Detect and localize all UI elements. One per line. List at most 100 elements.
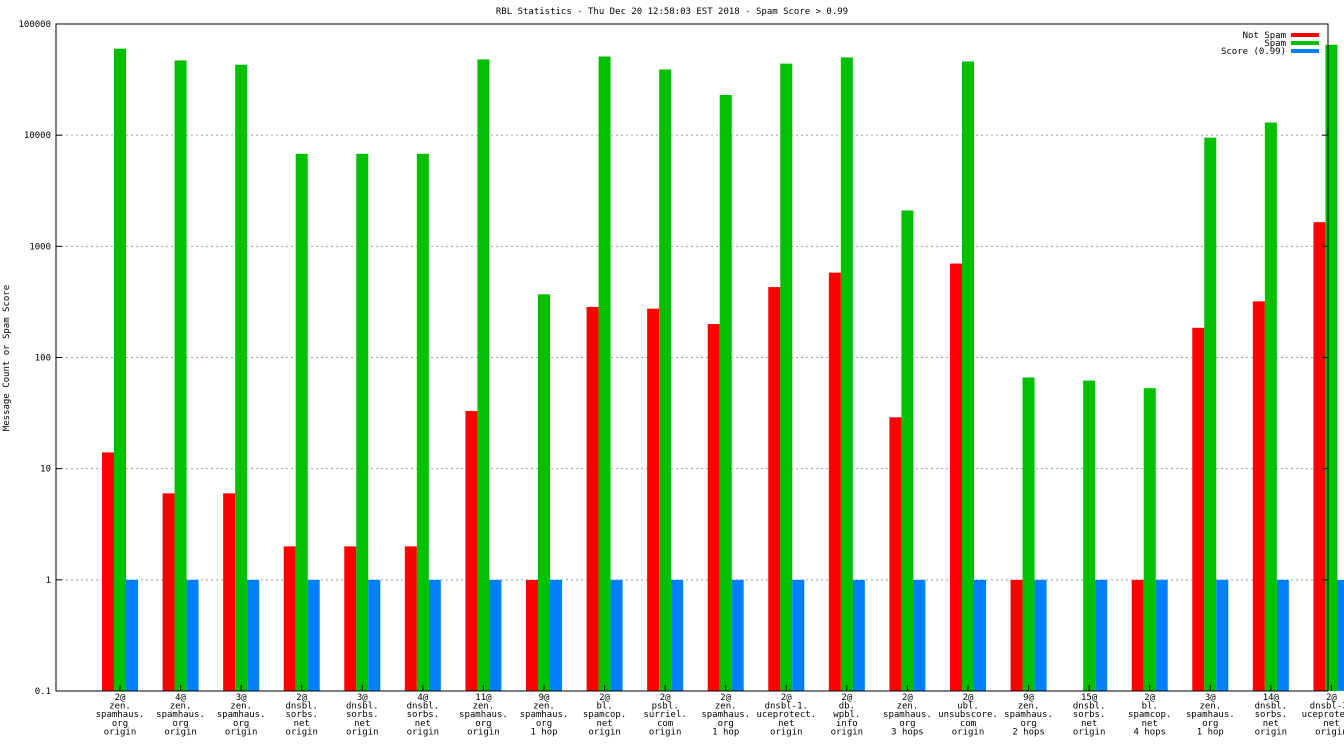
x-tick-label: 4@ zen. spamhaus. org origin bbox=[156, 693, 205, 737]
legend-swatch bbox=[1291, 33, 1319, 37]
bar-spam bbox=[416, 153, 429, 692]
bar-not-spam bbox=[1313, 222, 1326, 691]
bar-score-0-99 bbox=[913, 579, 926, 691]
bar-spam bbox=[174, 60, 187, 692]
x-tick-label: 2@ zen. spamhaus. org 1 hop bbox=[701, 693, 750, 737]
bar-not-spam bbox=[1010, 579, 1023, 691]
bar-not-spam bbox=[465, 411, 478, 691]
y-axis-label: Message Count or Spam Score bbox=[2, 285, 12, 431]
y-axis-ticks: 0.1 1 10 100 1000 10000 100000 bbox=[18, 20, 1332, 697]
bar-spam bbox=[1083, 380, 1096, 691]
bar-score-0-99 bbox=[489, 579, 502, 691]
bar-score-0-99 bbox=[126, 579, 138, 691]
bar-score-0-99 bbox=[247, 579, 260, 691]
bar-not-spam bbox=[1131, 579, 1144, 691]
bar-not-spam bbox=[647, 308, 660, 691]
y-tick-label: 1 bbox=[46, 576, 51, 586]
bar-spam bbox=[780, 63, 793, 692]
x-tick-label: 2@ dnsbl. sorbs. net origin bbox=[285, 693, 318, 737]
bar-spam bbox=[598, 56, 611, 692]
bar-spam bbox=[901, 210, 914, 691]
x-tick-label: 2@ zen. spamhaus. org 3 hops bbox=[883, 693, 932, 737]
bar-spam bbox=[719, 94, 732, 691]
x-tick-label: 3@ dnsbl. sorbs. net origin bbox=[346, 693, 379, 737]
y-tick-label: 1000 bbox=[29, 242, 51, 252]
legend-label: Score (0.99) bbox=[1221, 47, 1286, 57]
bar-score-0-99 bbox=[368, 579, 381, 691]
bar-not-spam bbox=[828, 272, 841, 691]
legend-label: Not Spam bbox=[1243, 31, 1286, 41]
x-tick-label: 2@ zen. spamhaus. org origin bbox=[96, 693, 145, 737]
bar-spam bbox=[477, 59, 490, 691]
bar-spam bbox=[1264, 122, 1277, 692]
x-tick-label: 9@ zen. spamhaus. org 2 hops bbox=[1004, 693, 1053, 737]
bar-not-spam bbox=[344, 546, 357, 691]
x-tick-label: 2@ db. wpbl. info origin bbox=[831, 693, 864, 737]
bar-not-spam bbox=[162, 493, 175, 691]
bar-score-0-99 bbox=[1337, 579, 1344, 691]
bar-not-spam bbox=[404, 546, 417, 691]
bar-score-0-99 bbox=[307, 579, 320, 691]
x-tick-label: 3@ zen. spamhaus. org origin bbox=[217, 693, 266, 737]
x-tick-label: 4@ dnsbl. sorbs. net origin bbox=[407, 693, 440, 737]
bar-spam bbox=[840, 57, 853, 692]
bar-spam bbox=[235, 64, 248, 691]
bar-spam bbox=[1143, 388, 1156, 691]
bar-spam bbox=[295, 153, 308, 692]
bar-score-0-99 bbox=[731, 579, 744, 691]
legend-label: Spam bbox=[1264, 39, 1286, 49]
bar-not-spam bbox=[950, 263, 962, 691]
bar-score-0-99 bbox=[428, 579, 441, 691]
bar-not-spam bbox=[283, 546, 296, 691]
x-tick-label: 2@ ubl. unsubscore. com origin bbox=[938, 693, 998, 737]
bar-spam bbox=[1204, 137, 1217, 691]
bar-score-0-99 bbox=[974, 579, 986, 691]
y-tick-label: 0.1 bbox=[35, 687, 51, 697]
bar-spam bbox=[114, 48, 126, 692]
bar-score-0-99 bbox=[1155, 579, 1168, 691]
y-tick-label: 100000 bbox=[18, 20, 51, 30]
bars bbox=[102, 44, 1344, 692]
bar-not-spam bbox=[768, 287, 781, 691]
bar-not-spam bbox=[223, 493, 236, 691]
bar-not-spam bbox=[889, 417, 902, 691]
bar-spam bbox=[962, 61, 974, 691]
bar-not-spam bbox=[586, 306, 599, 691]
bar-not-spam bbox=[526, 579, 538, 691]
chart-title: RBL Statistics - Thu Dec 20 12:58:03 EST… bbox=[496, 7, 848, 17]
bar-score-0-99 bbox=[792, 579, 805, 691]
x-tick-label: 3@ zen. spamhaus. org 1 hop bbox=[1186, 693, 1235, 737]
bar-score-0-99 bbox=[1034, 579, 1047, 691]
bar-not-spam bbox=[1252, 301, 1265, 691]
bar-score-0-99 bbox=[671, 579, 684, 691]
bar-score-0-99 bbox=[1216, 579, 1229, 691]
bar-spam bbox=[1022, 377, 1035, 691]
legend-swatch bbox=[1291, 41, 1319, 45]
bar-score-0-99 bbox=[1276, 579, 1289, 691]
x-tick-label: 2@ bl. spamcop. net origin bbox=[583, 693, 626, 737]
bar-spam bbox=[659, 69, 672, 692]
bar-not-spam bbox=[102, 452, 114, 691]
bar-spam bbox=[1325, 44, 1338, 692]
bar-score-0-99 bbox=[1095, 579, 1108, 691]
bar-not-spam bbox=[707, 324, 720, 691]
x-tick-label: 11@ zen. spamhaus. org origin bbox=[459, 693, 508, 737]
bar-score-0-99 bbox=[610, 579, 623, 691]
x-tick-label: 2@ psbl. surriel. com origin bbox=[643, 693, 686, 737]
x-tick-label: 2@ bl. spamcop. net 4 hops bbox=[1128, 693, 1171, 737]
y-tick-label: 10000 bbox=[24, 131, 51, 141]
bar-spam bbox=[538, 294, 550, 691]
legend-swatch bbox=[1291, 49, 1319, 53]
bar-spam bbox=[356, 153, 369, 692]
x-tick-label: 2@ dnsbl-1. uceprotect. net origin bbox=[756, 693, 816, 737]
x-tick-label: 15@ dnsbl. sorbs. net origin bbox=[1073, 693, 1106, 737]
bar-not-spam bbox=[1192, 327, 1205, 691]
x-tick-label: 9@ zen. spamhaus. org 1 hop bbox=[520, 693, 569, 737]
y-tick-label: 100 bbox=[35, 354, 51, 364]
bar-score-0-99 bbox=[186, 579, 199, 691]
grid-lines bbox=[56, 134, 1328, 581]
